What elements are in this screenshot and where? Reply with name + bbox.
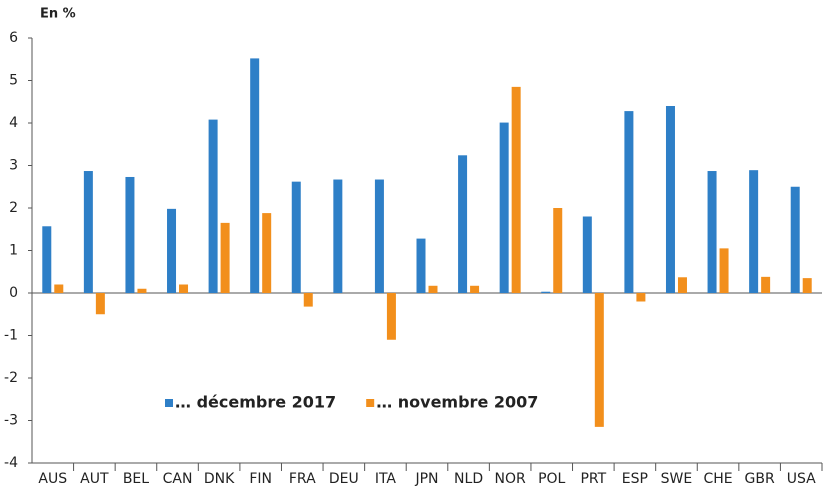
x-tick-label: PRT [580, 471, 606, 487]
bar [333, 179, 343, 293]
y-tick-label: 5 [9, 73, 18, 89]
x-tick-label: AUT [80, 471, 109, 487]
bar [707, 171, 717, 293]
y-tick-label: 4 [9, 115, 18, 131]
x-tick-label: JPN [414, 471, 438, 487]
bar [83, 171, 93, 293]
bar [582, 216, 592, 293]
bar [262, 213, 272, 293]
y-tick-label: 1 [9, 243, 18, 259]
y-tick-label: -1 [4, 328, 18, 344]
bar [458, 155, 468, 293]
x-tick-label: AUS [38, 471, 67, 487]
bar [303, 293, 313, 307]
legend-swatch [366, 399, 375, 407]
x-tick-label: BEL [123, 471, 149, 487]
x-tick-label: CHE [703, 471, 732, 487]
x-tick-label: NOR [495, 471, 526, 487]
bar [802, 278, 812, 293]
y-tick-label: 0 [9, 285, 18, 301]
bar [125, 176, 135, 293]
x-tick-label: ITA [375, 471, 397, 487]
bar [499, 122, 509, 293]
bar [470, 285, 480, 293]
bar [428, 285, 438, 293]
bar [291, 181, 301, 293]
bar [677, 277, 687, 293]
bar [594, 293, 604, 427]
x-tick-label: USA [787, 471, 816, 487]
bar [42, 226, 52, 293]
x-tick-label: FIN [249, 471, 272, 487]
bar [416, 238, 426, 293]
bar [665, 106, 675, 293]
y-tick-label: -3 [4, 413, 18, 429]
x-tick-label: ESP [622, 471, 648, 487]
bar [220, 222, 230, 293]
bar [95, 293, 105, 315]
legend-label: … décembre 2017 [175, 393, 336, 412]
bar [624, 111, 634, 293]
x-tick-label: SWE [661, 471, 693, 487]
legend-swatch [165, 399, 173, 407]
y-axis-label: En % [40, 7, 76, 22]
x-tick-label: FRA [289, 471, 316, 487]
bar [208, 119, 218, 293]
y-tick-label: 6 [9, 30, 18, 46]
bar [54, 284, 64, 293]
bar [541, 291, 551, 293]
bar [790, 186, 800, 293]
bar [137, 288, 147, 293]
x-tick-label: DNK [204, 471, 235, 487]
y-tick-label: 3 [9, 158, 18, 174]
bar [749, 170, 759, 293]
x-tick-label: CAN [163, 471, 193, 487]
bar [250, 58, 260, 294]
y-tick-label: -2 [4, 370, 18, 386]
bar [511, 86, 521, 293]
legend-label: … novembre 2007 [376, 393, 538, 412]
y-tick-label: -4 [4, 455, 18, 471]
x-tick-label: POL [538, 471, 565, 487]
y-tick-label: 2 [9, 200, 18, 216]
x-tick-label: NLD [454, 471, 483, 487]
bar [761, 276, 771, 293]
bar [179, 284, 189, 293]
bar [553, 208, 563, 293]
x-tick-label: GBR [745, 471, 775, 487]
bar [167, 208, 177, 293]
bar [374, 179, 384, 293]
x-tick-label: DEU [329, 471, 359, 487]
bar [386, 293, 396, 340]
bar [719, 248, 729, 293]
bar [636, 293, 646, 302]
